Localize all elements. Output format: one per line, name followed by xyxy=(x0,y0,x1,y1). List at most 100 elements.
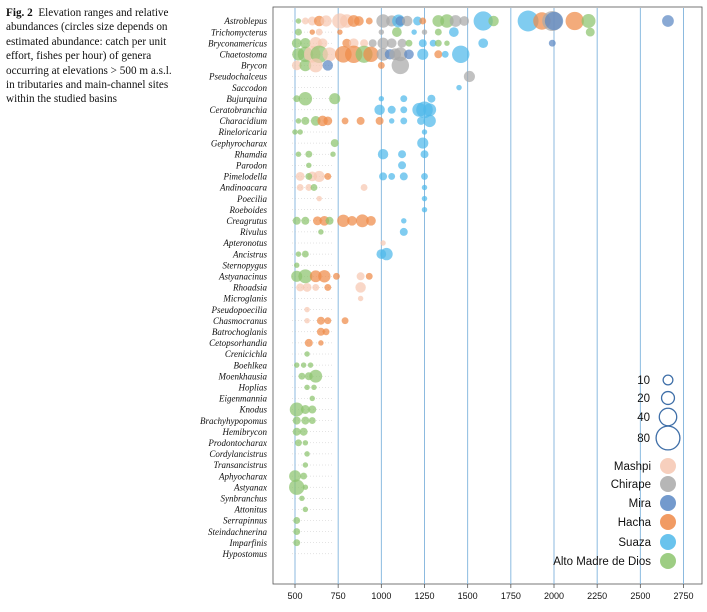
point-189 xyxy=(309,395,315,402)
point-172 xyxy=(304,317,310,324)
genus-label-47: Steindachnerina xyxy=(208,527,267,537)
genus-label-3: Bryconamericus xyxy=(208,38,267,48)
figure-label: Fig. 2 xyxy=(6,7,33,19)
genus-label-17: Poecilia xyxy=(236,194,267,204)
genus-label-8: Bujurquina xyxy=(226,94,267,104)
point-51 xyxy=(386,38,397,49)
point-48 xyxy=(360,39,369,48)
point-128 xyxy=(379,172,388,181)
point-10 xyxy=(365,17,373,25)
point-188 xyxy=(311,384,317,391)
genus-label-35: Eigenmannia xyxy=(218,394,267,404)
basin-legend-label-2: Chirape xyxy=(611,479,651,491)
genus-label-14: Parodon xyxy=(235,161,268,171)
genus-label-26: Microglanis xyxy=(222,294,267,304)
tick-label-1500: 1500 xyxy=(458,591,478,601)
point-193 xyxy=(292,416,301,425)
point-142 xyxy=(312,216,322,226)
point-135 xyxy=(360,184,368,191)
point-57 xyxy=(444,40,450,46)
point-113 xyxy=(330,139,339,148)
point-168 xyxy=(324,283,332,291)
basin-legend-label-6: Alto Madre de Dios xyxy=(553,556,651,568)
point-132 xyxy=(296,184,304,191)
point-92 xyxy=(374,104,385,116)
point-22 xyxy=(473,11,493,31)
genus-label-46: Serrapinnus xyxy=(223,516,268,526)
point-181 xyxy=(294,362,300,368)
genus-label-37: Brachyhypopomus xyxy=(200,416,267,426)
point-42 xyxy=(291,38,302,49)
point-139 xyxy=(421,206,428,213)
point-138 xyxy=(421,195,428,202)
point-84 xyxy=(463,70,475,83)
point-15 xyxy=(402,15,413,27)
genus-label-12: Gephyrocharax xyxy=(211,138,267,148)
genus-label-32: Boehlkea xyxy=(234,360,268,370)
point-105 xyxy=(375,116,384,125)
point-118 xyxy=(377,148,389,160)
point-68 xyxy=(363,46,379,62)
point-20 xyxy=(449,15,462,27)
genus-label-19: Creagrutus xyxy=(226,216,267,226)
grid-lines xyxy=(294,8,684,584)
size-legend-label-20: 20 xyxy=(637,393,650,405)
point-148 xyxy=(366,215,376,226)
point-94 xyxy=(400,106,408,114)
genus-label-49: Hypostomus xyxy=(222,549,268,559)
point-88 xyxy=(329,93,341,105)
genus-label-18: Roeboides xyxy=(229,205,268,215)
point-127 xyxy=(324,172,332,180)
point-126 xyxy=(305,172,313,180)
point-191 xyxy=(300,405,310,414)
point-202 xyxy=(289,470,301,482)
point-104 xyxy=(356,116,365,125)
tick-label-2750: 2750 xyxy=(673,591,693,601)
tick-label-1750: 1750 xyxy=(501,591,521,601)
tick-label-500: 500 xyxy=(287,591,302,601)
tick-label-2000: 2000 xyxy=(544,591,564,601)
point-175 xyxy=(341,317,349,325)
point-83 xyxy=(391,56,410,75)
point-167 xyxy=(312,283,320,291)
genus-label-34: Hoplias xyxy=(237,383,267,393)
point-169 xyxy=(355,282,366,293)
point-103 xyxy=(341,117,349,125)
genus-label-28: Chasmocranus xyxy=(213,316,268,326)
point-154 xyxy=(301,250,309,258)
size-legend-label-10: 10 xyxy=(637,375,650,387)
point-164 xyxy=(365,272,373,280)
point-86 xyxy=(293,95,301,103)
point-171 xyxy=(304,306,310,313)
basin-legend-swatch-1 xyxy=(660,458,676,474)
genus-label-10: Characidium xyxy=(219,116,267,126)
point-136 xyxy=(421,184,428,191)
point-110 xyxy=(292,129,298,135)
point-53 xyxy=(405,39,413,47)
point-177 xyxy=(322,328,330,336)
point-125 xyxy=(313,170,325,182)
point-38 xyxy=(421,29,428,35)
point-153 xyxy=(295,251,302,257)
point-195 xyxy=(308,417,316,425)
point-196 xyxy=(292,427,301,436)
point-29 xyxy=(581,14,596,28)
genus-label-24: Astyanacinus xyxy=(218,272,267,282)
point-85 xyxy=(456,84,462,91)
point-28 xyxy=(565,11,584,31)
point-141 xyxy=(301,216,310,225)
point-46 xyxy=(342,38,352,48)
point-90 xyxy=(400,95,408,103)
genus-label-39: Prodontocharax xyxy=(207,438,267,448)
point-182 xyxy=(300,362,307,368)
point-114 xyxy=(417,137,429,149)
point-47 xyxy=(348,38,359,49)
point-205 xyxy=(302,484,309,490)
genus-label-43: Astyanax xyxy=(233,482,267,492)
point-36 xyxy=(392,27,402,37)
point-206 xyxy=(299,495,305,502)
point-64 xyxy=(322,47,337,62)
point-160 xyxy=(309,270,322,283)
point-33 xyxy=(315,28,323,36)
